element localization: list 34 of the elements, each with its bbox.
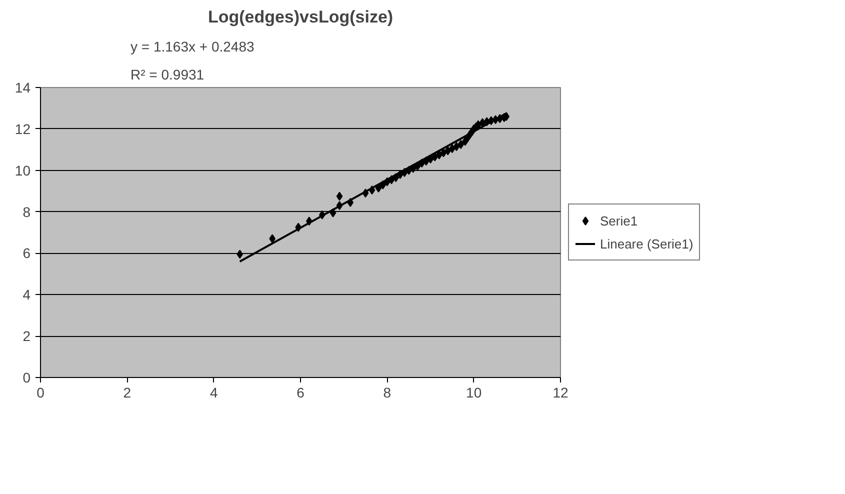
x-tick-label: 12 [552,384,568,400]
point [427,154,434,164]
point [375,183,382,192]
x-tick-label: 0 [36,384,45,400]
point [453,142,460,152]
y-tick-label: 14 [14,80,31,96]
point [414,162,421,171]
x-tick-label: 4 [210,384,218,400]
point [362,188,369,198]
point [336,201,343,210]
x-tick-label: 6 [296,384,305,400]
y-tick-label: 12 [14,120,31,137]
legend-label: Lineare (Serie1) [600,236,694,251]
y-tick-label: 4 [22,286,31,303]
point [440,148,447,158]
text: y = 1.163x + 0.2483 [130,38,254,54]
point [397,170,404,179]
text: R² = 0.9931 [130,66,204,82]
legend-label: Serie1 [600,213,638,228]
x-tick-label: 8 [383,384,392,400]
y-tick-label: 10 [14,162,31,178]
x-tick-label: 2 [123,384,132,400]
point [401,168,408,177]
point [368,186,376,195]
x-tick-label: 10 [466,384,482,400]
point [492,115,499,124]
point [388,175,395,184]
y-tick-label: 2 [22,328,31,344]
y-tick-label: 0 [22,370,31,386]
chart-title: Log(edges)vsLog(size) [208,8,394,26]
point [330,208,336,218]
y-tick-label: 8 [22,204,31,220]
y-tick-label: 6 [22,245,31,262]
point [336,192,343,201]
